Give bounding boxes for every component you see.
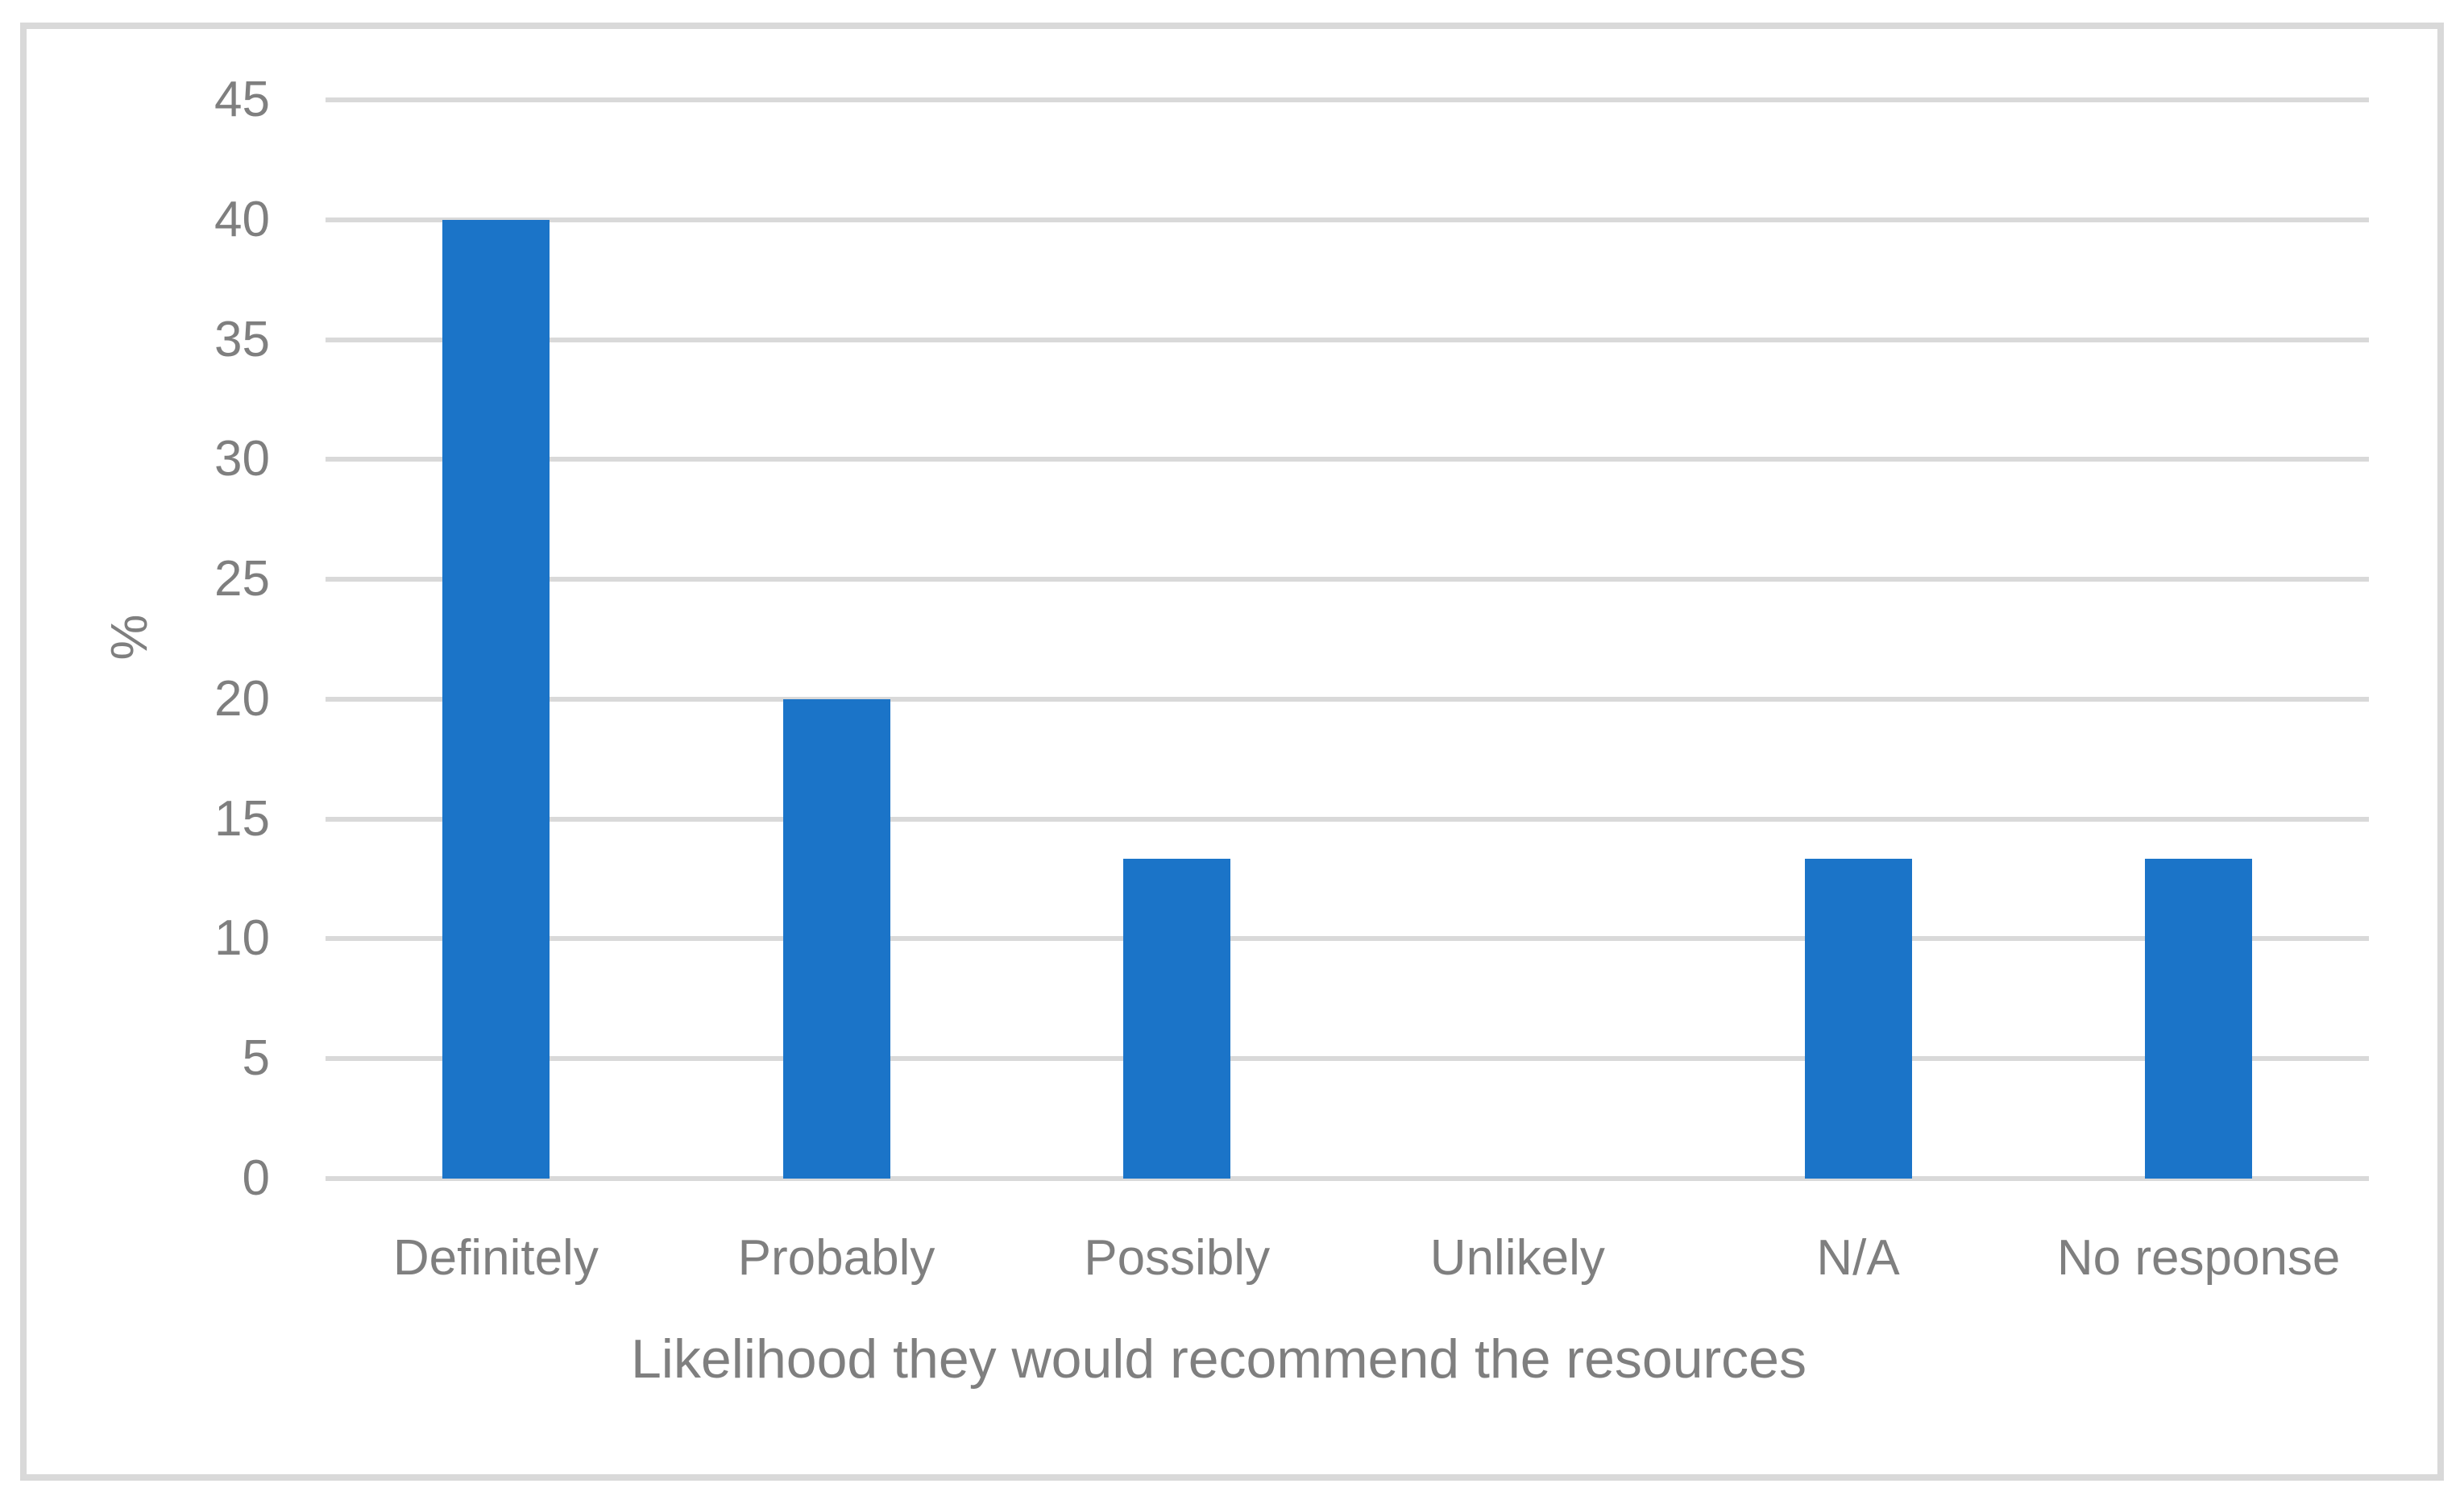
x-category-label-possibly: Possibly [1084,1230,1271,1286]
y-tick-label-0: 0 [242,1150,270,1206]
y-tick-label-30: 30 [214,431,270,487]
y-tick-label-40: 40 [214,191,270,247]
y-tick-label-10: 10 [214,910,270,967]
gridline-20 [326,696,2369,702]
gridline-45 [326,97,2369,102]
gridline-0 [326,1176,2369,1181]
y-tick-label-45: 45 [214,72,270,127]
y-tick-label-5: 5 [242,1030,270,1087]
gridline-40 [326,217,2369,222]
bar-no-response [2145,859,2253,1179]
chart-frame: 0 5 10 15 20 25 30 35 40 45 Definitely Probably Pos… [20,23,2444,1481]
y-axis-title: % [100,614,158,660]
y-tick-label-20: 20 [214,670,270,727]
bar-possibly [1123,859,1231,1179]
gridline-15 [326,816,2369,822]
x-axis-title: Likelihood they would recommend the reso… [630,1328,1807,1390]
gridline-10 [326,936,2369,942]
gridline-30 [326,457,2369,462]
gridline-35 [326,337,2369,342]
x-category-label-n-a: N/A [1816,1230,1900,1286]
x-category-label-no-response: No response [2056,1230,2341,1286]
x-category-label-unlikely: Unlikely [1429,1230,1605,1286]
bar-definitely [442,219,550,1179]
x-category-label-definitely: Definitely [392,1230,599,1286]
bar-n-a [1804,859,1912,1179]
bar-chart-plot-area: 0 5 10 15 20 25 30 35 40 45 Definitely Probably Pos… [27,29,2437,1474]
gridline-25 [326,577,2369,582]
y-tick-label-25: 25 [214,551,270,607]
y-tick-label-15: 15 [214,790,270,847]
bar-probably [782,698,890,1179]
y-tick-label-35: 35 [214,311,270,367]
gridline-5 [326,1056,2369,1062]
x-category-label-probably: Probably [737,1230,935,1286]
